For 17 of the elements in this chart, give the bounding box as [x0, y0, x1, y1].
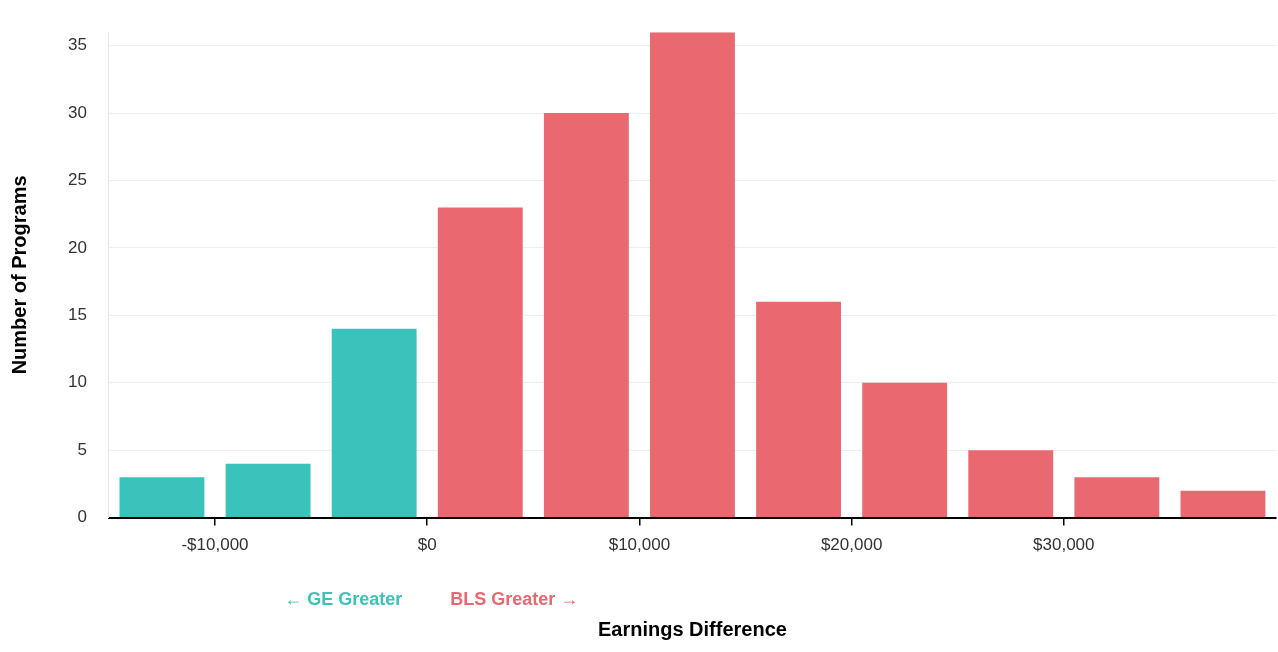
text: ← GE Greater [284, 588, 403, 609]
y-tick-label: 35 [67, 35, 87, 55]
y-tick-label: 10 [67, 372, 87, 392]
x-tick-label: $20,000 [820, 535, 883, 555]
y-tick-label: 5 [77, 439, 87, 459]
text: BLS Greater → [450, 588, 579, 609]
x-tick-label: -$10,000 [181, 535, 249, 555]
y-tick-label: 15 [67, 305, 87, 325]
x-tick-label: $0 [417, 535, 437, 555]
y-tick-label: 25 [67, 170, 87, 190]
y-tick-label: 20 [67, 237, 87, 257]
y-tick-label: 0 [77, 507, 87, 527]
x-tick-label: $10,000 [608, 535, 671, 555]
x-axis-title: Earnings Difference [597, 617, 787, 640]
y-axis-title: Number of Programs [7, 175, 30, 375]
y-tick-label: 30 [67, 102, 87, 122]
x-tick-label: $30,000 [1033, 535, 1095, 555]
